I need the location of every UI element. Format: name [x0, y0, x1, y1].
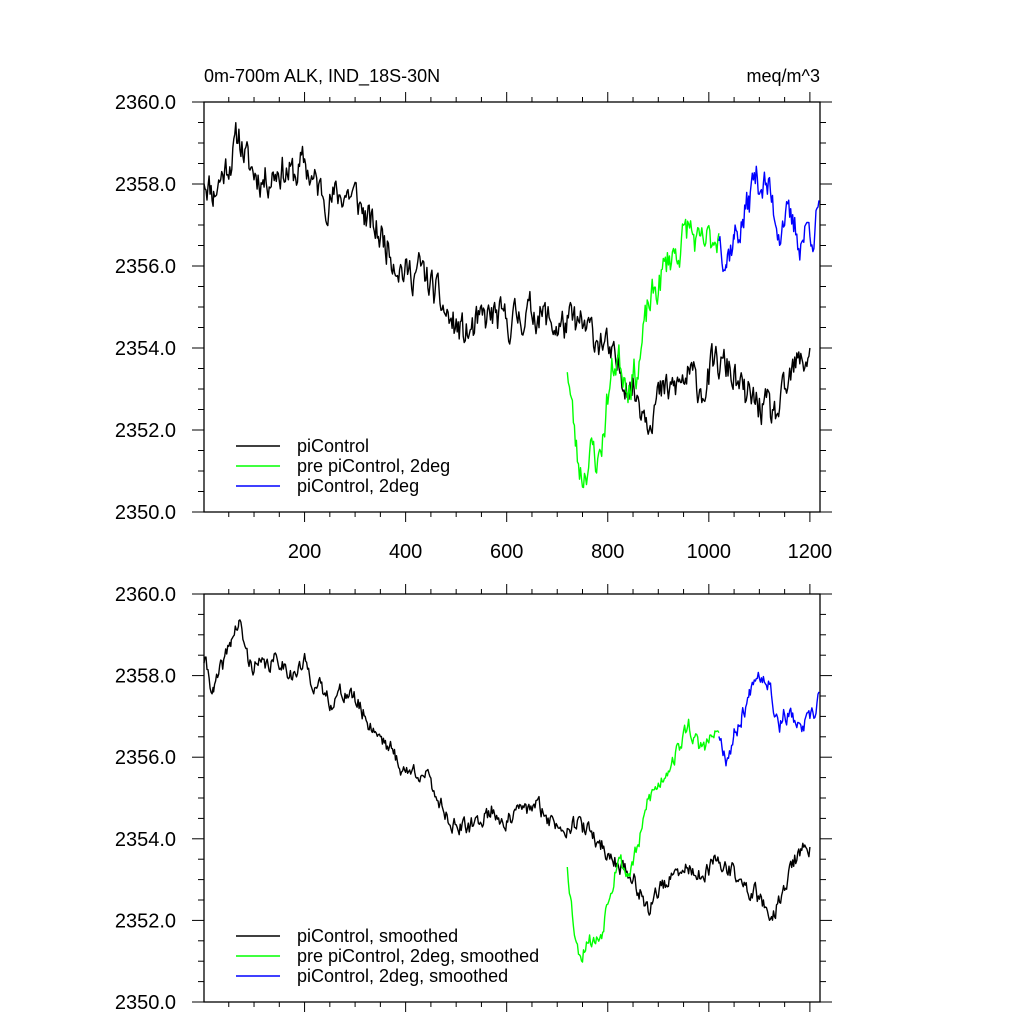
- x-tick-label: 800: [591, 541, 624, 563]
- series-line-pre-picontrol-2deg-smoothed: [566, 718, 720, 963]
- series-line-picontrol-2deg: [718, 165, 820, 273]
- y-tick-label: 2352.0: [115, 420, 176, 442]
- bottom-panel: 2350.0 2352.0 2354.0 2356.0 2358.0 2360.0 piCo…: [115, 584, 832, 1014]
- y-tick-label: 2356.0: [115, 256, 176, 278]
- legend-label: pre piControl, 2deg: [297, 456, 450, 476]
- y-tick-label: 2356.0: [115, 747, 176, 769]
- series-line-picontrol-smoothed: [203, 619, 811, 921]
- legend-label: piControl, 2deg, smoothed: [297, 966, 508, 986]
- legend-label: piControl: [297, 436, 369, 456]
- legend-label: piControl, smoothed: [297, 926, 458, 946]
- series-line-picontrol-2deg-smoothed: [718, 671, 820, 767]
- series-line-picontrol: [203, 122, 811, 435]
- y-tick-label: 2350.0: [115, 502, 176, 524]
- x-tick-label: 200: [288, 541, 321, 563]
- y-tick-label: 2354.0: [115, 338, 176, 360]
- x-tick-label: 400: [389, 541, 422, 563]
- top-panel: 200 400 600 800 1000 1200 2350.0 2352.0 2354.0 23…: [115, 92, 832, 563]
- units-label: meq/m^3: [747, 66, 820, 86]
- y-tick-label: 2360.0: [115, 584, 176, 606]
- legend-label: piControl, 2deg: [297, 476, 419, 496]
- series-line-pre-picontrol-2deg: [566, 218, 720, 489]
- x-tick-label: 600: [490, 541, 523, 563]
- y-tick-label: 2354.0: [115, 829, 176, 851]
- x-tick-label: 1000: [687, 541, 732, 563]
- y-tick-label: 2352.0: [115, 910, 176, 932]
- y-tick-label: 2358.0: [115, 174, 176, 196]
- y-tick-label: 2360.0: [115, 92, 176, 114]
- plot-title: 0m-700m ALK, IND_18S-30N: [204, 66, 440, 87]
- y-tick-label: 2358.0: [115, 666, 176, 688]
- legend-label: pre piControl, 2deg, smoothed: [297, 946, 539, 966]
- y-tick-label: 2350.0: [115, 992, 176, 1014]
- x-tick-label: 1200: [788, 541, 833, 563]
